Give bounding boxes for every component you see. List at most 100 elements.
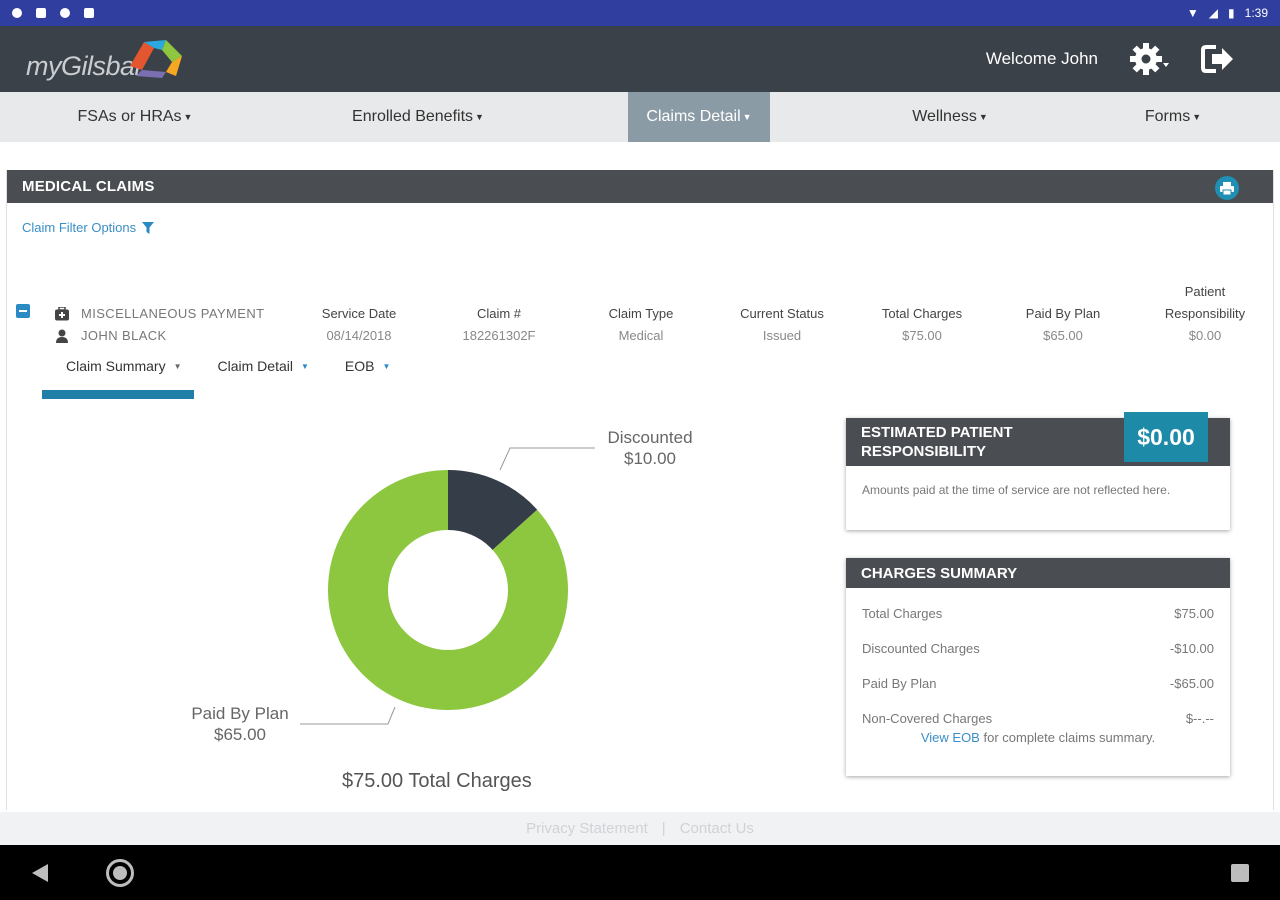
- nav-label: Wellness: [912, 108, 977, 125]
- claim-tabs: Claim Summary ▼ Claim Detail ▼ EOB ▼: [42, 358, 426, 374]
- recent-apps-icon[interactable]: [1231, 864, 1249, 882]
- row-value: $75.00: [1174, 606, 1214, 621]
- eob-footnote: View EOB for complete claims summary.: [846, 730, 1230, 745]
- footer-separator: |: [661, 820, 666, 837]
- column-value: 08/14/2018: [326, 328, 392, 343]
- home-icon[interactable]: [106, 859, 134, 887]
- battery-icon: ▮: [1228, 6, 1235, 20]
- nav-claims-detail[interactable]: Claims Detail ▼: [628, 92, 770, 142]
- nav-label: Enrolled Benefits: [352, 108, 474, 125]
- claim-type-name: MISCELLANEOUS PAYMENT: [81, 306, 265, 321]
- tab-label: EOB: [344, 358, 375, 374]
- collapse-toggle-button[interactable]: [16, 304, 30, 318]
- column-value: Medical: [618, 328, 664, 343]
- print-button[interactable]: [1215, 176, 1239, 200]
- summary-row: Discounted Charges -$10.00: [846, 631, 1230, 666]
- wifi-icon: ▼: [1186, 6, 1199, 20]
- row-value: -$10.00: [1169, 641, 1214, 656]
- printer-icon: [1220, 181, 1234, 195]
- nav-forms[interactable]: Forms ▼: [1110, 92, 1236, 142]
- claim-filter-options-link[interactable]: Claim Filter Options: [22, 220, 155, 235]
- medical-bag-icon: [55, 307, 69, 321]
- nav-label: Claims Detail: [646, 108, 741, 125]
- status-bar: ▼ ◢ ▮ 1:39: [0, 0, 1280, 26]
- paid-label: Paid By Plan: [191, 704, 289, 723]
- settings-notification-icon: [12, 8, 22, 18]
- settings-menu-button[interactable]: [1126, 39, 1174, 79]
- row-label: Discounted Charges: [862, 641, 980, 656]
- column-header-line1: Patient: [1184, 284, 1226, 299]
- nav-fsas-hras[interactable]: FSAs or HRAs ▼: [40, 92, 230, 142]
- signal-icon: ◢: [1208, 6, 1219, 20]
- caret-down-icon: ▼: [742, 112, 752, 122]
- paid-callout: Paid By Plan $65.00: [180, 703, 300, 745]
- column-value: Issued: [762, 328, 802, 343]
- claim-donut-chart: [300, 447, 595, 725]
- row-value: -$65.00: [1169, 676, 1214, 691]
- column-header: Current Status: [740, 306, 824, 321]
- view-eob-link[interactable]: View EOB: [920, 730, 980, 745]
- claim-type-column: Claim Type Medical: [581, 303, 701, 347]
- gear-icon: [1130, 43, 1169, 75]
- summary-row: Total Charges $75.00: [846, 596, 1230, 631]
- donut-hole: [388, 530, 508, 650]
- paid-by-plan-column: Paid By Plan $65.00: [1003, 303, 1123, 347]
- service-date-column: Service Date 08/14/2018: [297, 303, 421, 347]
- caret-down-icon: ▼: [300, 361, 309, 371]
- caret-down-icon: ▼: [978, 112, 988, 122]
- logo-mark-icon: [130, 40, 182, 78]
- logo[interactable]: myGilsbar: [26, 26, 182, 92]
- logout-button[interactable]: [1196, 39, 1240, 79]
- tab-label: Claim Detail: [217, 358, 293, 374]
- total-charges-label: $75.00 Total Charges: [342, 770, 532, 792]
- logo-text: myGilsbar: [26, 50, 144, 81]
- row-label: Paid By Plan: [862, 676, 937, 691]
- filter-label: Claim Filter Options: [22, 220, 137, 235]
- caret-down-icon: ▼: [1192, 112, 1202, 122]
- nav-label: Forms: [1144, 108, 1191, 125]
- paid-leader-line: [300, 706, 396, 725]
- estimated-amount: $0.00: [1124, 412, 1208, 462]
- system-nav-bar: [0, 845, 1280, 900]
- page-footer: Privacy Statement | Contact Us: [0, 812, 1280, 845]
- tab-eob[interactable]: EOB ▼: [345, 358, 391, 374]
- column-header: Claim #: [476, 306, 522, 321]
- contact-us-link[interactable]: Contact Us: [679, 820, 754, 837]
- total-charges-column: Total Charges $75.00: [862, 303, 982, 347]
- summary-row: Paid By Plan -$65.00: [846, 666, 1230, 701]
- clock: 1:39: [1244, 6, 1268, 20]
- summary-row: Non-Covered Charges $--.--: [846, 701, 1230, 736]
- privacy-statement-link[interactable]: Privacy Statement: [526, 820, 648, 837]
- estimated-responsibility-card: ESTIMATED PATIENT RESPONSIBILITY $0.00 A…: [846, 412, 1230, 530]
- card-note: Amounts paid at the time of service are …: [862, 483, 1171, 497]
- discounted-value: $10.00: [624, 449, 676, 468]
- claim-row[interactable]: MISCELLANEOUS PAYMENT JOHN BLACK Service…: [7, 275, 1275, 345]
- nav-enrolled-benefits[interactable]: Enrolled Benefits ▼: [318, 92, 518, 142]
- column-value: $0.00: [1188, 328, 1222, 343]
- card-header: CHARGES SUMMARY: [846, 558, 1230, 588]
- discounted-label: Discounted: [607, 428, 693, 447]
- column-header: Paid By Plan: [1025, 306, 1101, 321]
- person-icon: [56, 329, 68, 343]
- panel-title: MEDICAL CLAIMS: [22, 178, 155, 195]
- caret-down-icon: ▼: [475, 112, 484, 122]
- nav-wellness[interactable]: Wellness ▼: [870, 92, 1030, 142]
- row-label: Total Charges: [862, 606, 943, 621]
- discounted-leader-line: [499, 447, 595, 471]
- sync-notification-icon: [60, 8, 70, 18]
- column-header: Claim Type: [608, 306, 674, 321]
- back-icon[interactable]: [32, 864, 48, 882]
- tab-label: Claim Summary: [66, 358, 166, 374]
- nav-label: FSAs or HRAs: [77, 108, 182, 125]
- caret-down-icon: ▼: [173, 361, 182, 371]
- card-title-line1: ESTIMATED PATIENT: [861, 424, 1013, 441]
- claim-number-column: Claim # 182261302F: [439, 303, 559, 347]
- tab-claim-summary[interactable]: Claim Summary ▼: [66, 358, 182, 374]
- row-label: Non-Covered Charges: [862, 711, 993, 726]
- patient-responsibility-column: Patient Responsibility $0.00: [1145, 281, 1265, 347]
- app-header: myGilsbar Welcome John: [0, 26, 1280, 92]
- filter-icon: [142, 221, 155, 234]
- patient-name: JOHN BLACK: [81, 328, 167, 343]
- tab-claim-detail[interactable]: Claim Detail ▼: [218, 358, 309, 374]
- column-value: $65.00: [1043, 328, 1083, 343]
